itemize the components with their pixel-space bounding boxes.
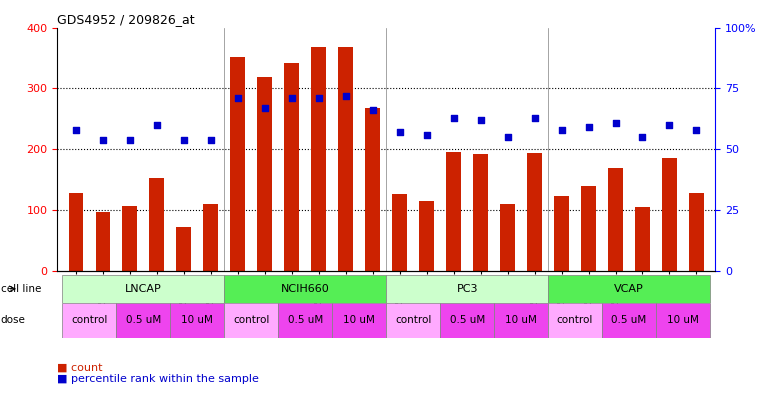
Text: ■ count: ■ count [57, 362, 103, 373]
Text: NCIH660: NCIH660 [281, 284, 330, 294]
Text: control: control [233, 315, 269, 325]
Bar [279, 303, 333, 338]
Text: 10 uM: 10 uM [181, 315, 213, 325]
Text: 0.5 uM: 0.5 uM [611, 315, 647, 325]
Point [475, 117, 487, 123]
Bar [203, 204, 218, 271]
Point [393, 129, 406, 136]
Bar [527, 153, 542, 271]
Bar [231, 57, 245, 271]
Bar [608, 167, 623, 271]
Bar [662, 158, 677, 271]
Point [205, 136, 217, 143]
Bar [311, 47, 326, 271]
Text: control: control [395, 315, 431, 325]
Bar [62, 303, 116, 338]
Text: cell line: cell line [1, 284, 41, 294]
Bar [548, 303, 602, 338]
Text: control: control [72, 315, 107, 325]
Point [421, 132, 433, 138]
Bar [581, 186, 596, 271]
Bar [365, 108, 380, 271]
Bar [392, 195, 407, 271]
Point [610, 119, 622, 126]
Point [528, 114, 540, 121]
Bar [602, 303, 656, 338]
Bar [62, 275, 224, 303]
Point [501, 134, 514, 140]
Bar [494, 303, 548, 338]
Point [178, 136, 190, 143]
Bar [440, 303, 494, 338]
Point [367, 107, 379, 114]
Text: 10 uM: 10 uM [505, 315, 537, 325]
Bar [68, 193, 84, 271]
Point [232, 95, 244, 101]
Text: 0.5 uM: 0.5 uM [288, 315, 323, 325]
Text: 0.5 uM: 0.5 uM [126, 315, 161, 325]
Text: VCAP: VCAP [614, 284, 644, 294]
Bar [333, 303, 386, 338]
Bar [224, 303, 279, 338]
Bar [386, 275, 548, 303]
Bar [257, 77, 272, 271]
Point [447, 114, 460, 121]
Text: 0.5 uM: 0.5 uM [450, 315, 485, 325]
Bar [635, 207, 650, 271]
Point [151, 122, 163, 128]
Bar [116, 303, 170, 338]
Bar [548, 275, 710, 303]
Text: PC3: PC3 [457, 284, 478, 294]
Point [70, 127, 82, 133]
Bar [177, 227, 191, 271]
Point [556, 127, 568, 133]
Point [339, 93, 352, 99]
Bar [96, 212, 110, 271]
Point [664, 122, 676, 128]
Text: 10 uM: 10 uM [667, 315, 699, 325]
Text: ■ percentile rank within the sample: ■ percentile rank within the sample [57, 374, 259, 384]
Point [582, 124, 594, 130]
Bar [339, 47, 353, 271]
Point [124, 136, 136, 143]
Point [97, 136, 109, 143]
Point [259, 105, 271, 111]
Bar [285, 63, 299, 271]
Bar [419, 201, 434, 271]
Bar [123, 206, 137, 271]
Text: control: control [557, 315, 594, 325]
Text: LNCAP: LNCAP [125, 284, 162, 294]
Bar [170, 303, 224, 338]
Bar [224, 275, 386, 303]
Bar [656, 303, 710, 338]
Bar [689, 193, 704, 271]
Point [636, 134, 648, 140]
Bar [149, 178, 164, 271]
Text: 10 uM: 10 uM [343, 315, 375, 325]
Bar [446, 152, 461, 271]
Text: dose: dose [1, 315, 26, 325]
Text: GDS4952 / 209826_at: GDS4952 / 209826_at [57, 13, 195, 26]
Bar [500, 204, 515, 271]
Point [313, 95, 325, 101]
Bar [473, 154, 488, 271]
Bar [554, 196, 569, 271]
Point [690, 127, 702, 133]
Point [285, 95, 298, 101]
Bar [386, 303, 440, 338]
